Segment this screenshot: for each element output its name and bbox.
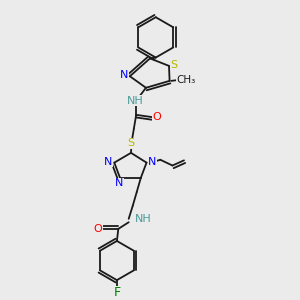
Text: S: S	[128, 138, 135, 148]
Text: S: S	[170, 60, 177, 70]
Text: F: F	[113, 286, 120, 299]
Text: NH: NH	[127, 96, 143, 106]
Text: CH₃: CH₃	[176, 75, 195, 85]
Text: NH: NH	[135, 214, 152, 224]
Text: N: N	[115, 178, 123, 188]
Text: N: N	[104, 157, 113, 167]
Text: O: O	[152, 112, 161, 122]
Text: N: N	[120, 70, 128, 80]
Text: O: O	[94, 224, 103, 234]
Text: N: N	[148, 157, 157, 167]
